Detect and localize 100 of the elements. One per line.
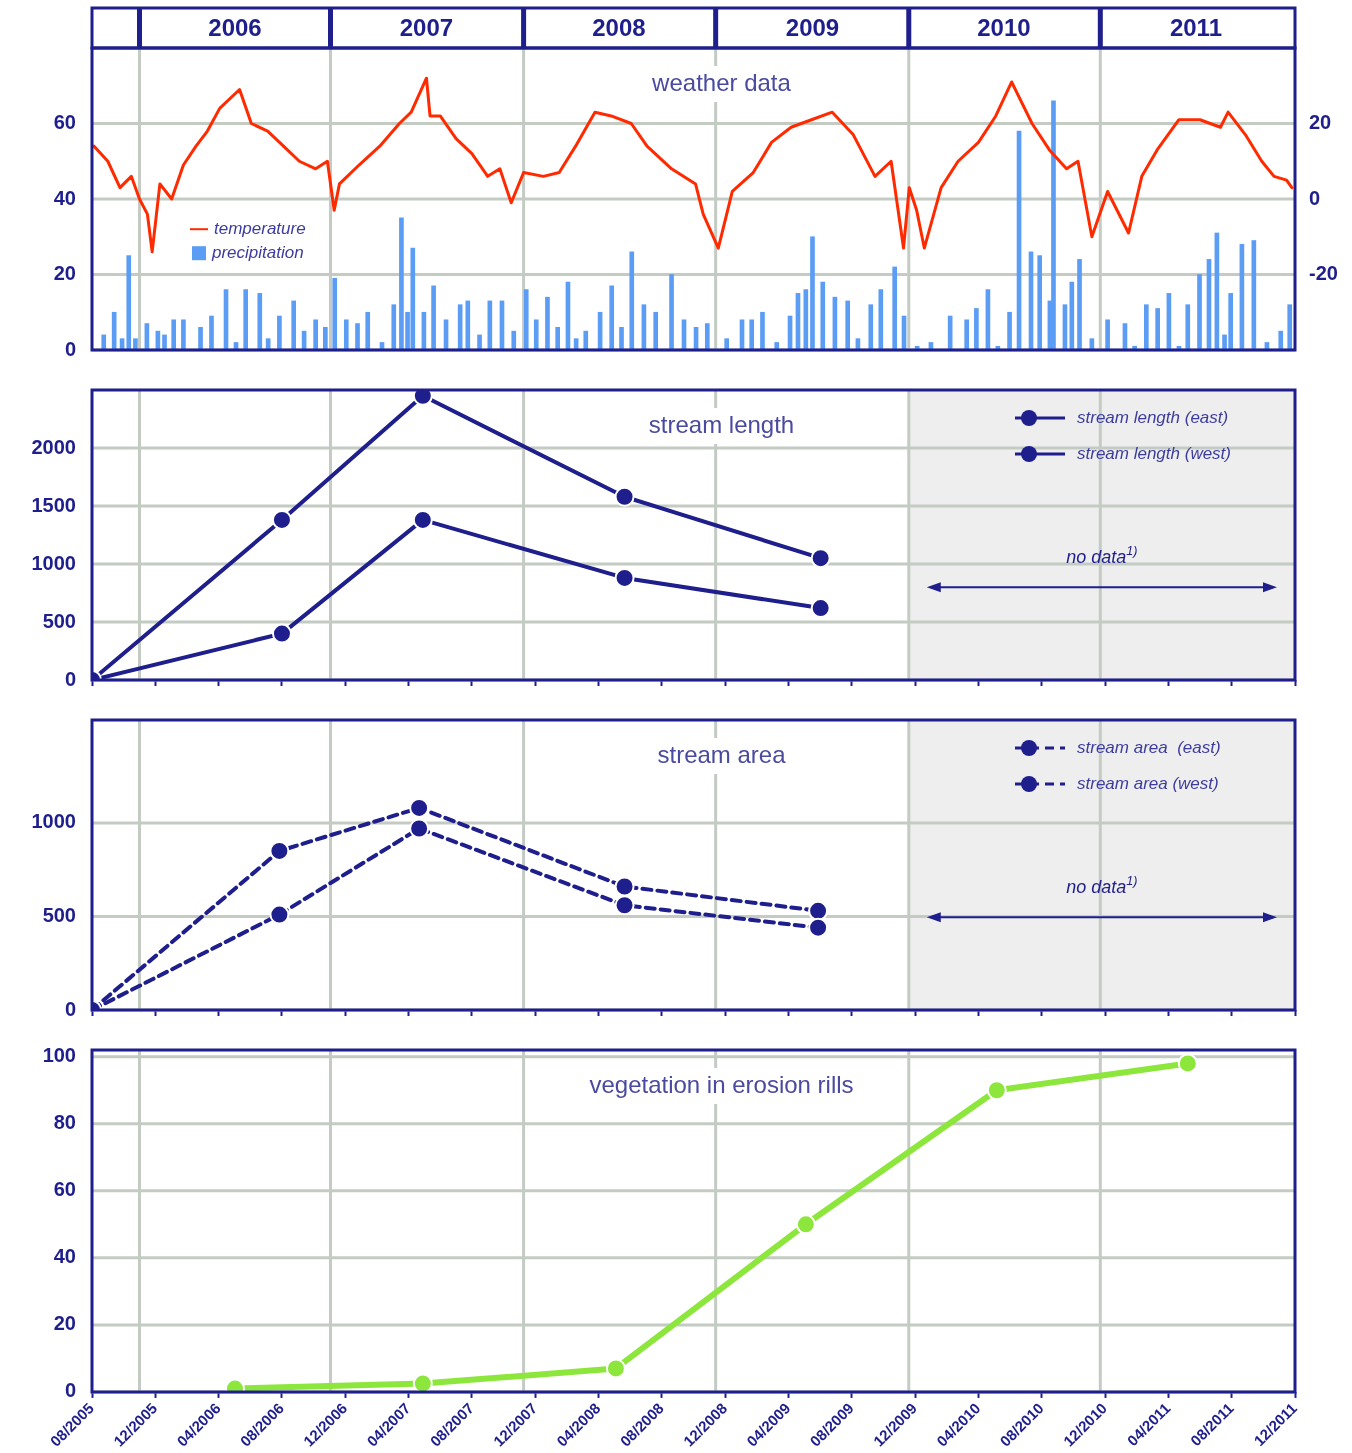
bar [1105,319,1110,350]
bar [257,293,263,350]
legend-label: stream area (east) [1077,737,1221,757]
bar [545,296,550,350]
bar [669,274,674,350]
x-tick-label: 2009 [785,13,840,41]
point [412,1373,433,1392]
bar [704,323,710,350]
bar [583,330,589,350]
x-tick-label: 2007 [399,13,454,41]
bar [868,304,874,350]
point [808,917,829,938]
bar [1278,330,1284,350]
text: vegetation in erosion rills [589,1070,854,1098]
y-tick-label: 20 [53,262,76,285]
point [409,818,430,839]
bar [431,285,436,350]
bar [171,319,177,350]
bar [1037,255,1043,350]
x-tick-label: 2010 [977,13,1031,41]
text: stream length [648,410,795,438]
bar [964,319,970,350]
bar [810,236,815,350]
point [810,548,831,569]
text: stream area [657,740,787,768]
bar [511,330,517,350]
y-tick-label: 100 [42,1044,76,1067]
bar [198,327,203,350]
legend-label: stream length (west) [1077,443,1231,463]
bar [323,327,328,350]
legend-label: temperature [214,218,306,238]
point [795,1214,816,1235]
point [810,598,831,619]
bar [477,334,482,350]
bar [355,323,360,350]
point [605,1358,626,1379]
point [269,840,290,861]
legend-label: precipitation [211,242,304,262]
legend-label: stream length (east) [1077,407,1229,427]
bar [332,277,338,350]
bar [101,334,107,350]
y-tick-label: 1000 [31,551,76,574]
y-tick-label: 500 [42,609,76,632]
x-tick-label: 2006 [208,13,262,41]
y-tick-label: 60 [53,1178,76,1201]
y-tick-label: 60 [53,111,76,134]
bar [619,327,624,350]
bar [533,319,539,350]
bar [291,300,297,350]
legend-label: stream area (west) [1077,773,1219,793]
y-tick-label: 40 [53,186,76,209]
bar [1007,311,1012,350]
x-tick-label: 2011 [1169,13,1222,41]
point [986,1080,1007,1101]
y-tick-label: 0 [64,337,76,360]
bar [974,308,979,350]
bar [243,289,249,350]
bar [391,304,397,350]
bar [724,338,730,350]
point [614,486,635,507]
y-tick-label: 40 [53,1245,76,1268]
y-tick-label: 0 [64,997,76,1020]
point [808,900,829,921]
point [614,567,635,588]
bar [313,319,318,350]
y-tick-label: 2000 [31,435,76,458]
point [271,623,292,644]
point [614,895,635,916]
bar [343,319,349,350]
y2-tick-label: -20 [1309,262,1338,285]
point [412,509,433,530]
y-tick-label: 1500 [31,493,76,516]
bar [653,311,659,350]
bar [1197,274,1202,350]
bar [181,319,186,350]
bar [609,285,615,350]
bar [774,342,780,350]
point [271,509,292,530]
bar [133,338,138,350]
bar [1287,304,1293,350]
point [269,904,290,925]
point [614,876,635,897]
bar [892,266,898,350]
bar [365,311,371,350]
y-tick-label: 1000 [31,810,76,833]
bar [162,334,167,350]
bar [277,315,282,350]
bar [209,315,214,350]
y-tick-label: 0 [64,667,76,690]
bar [845,300,851,350]
bar [1143,304,1149,350]
bar [878,289,884,350]
y-tick-label: 500 [42,903,76,926]
bar [465,300,471,350]
bar [820,281,826,350]
bar [1069,281,1075,350]
bar [126,255,132,350]
point [409,797,430,818]
point [1177,1053,1198,1074]
bar [629,251,635,350]
